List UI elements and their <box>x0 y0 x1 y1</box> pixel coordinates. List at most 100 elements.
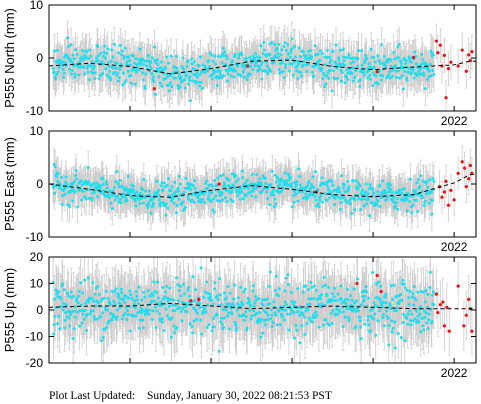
observed-point <box>306 62 310 66</box>
observed-point <box>304 54 308 58</box>
observed-point <box>313 53 317 57</box>
observed-point <box>142 62 146 66</box>
observed-point <box>137 58 141 62</box>
observed-point <box>62 71 66 75</box>
observed-point <box>75 53 79 57</box>
observed-point <box>84 55 88 59</box>
observed-point <box>210 77 214 81</box>
observed-point <box>259 44 263 48</box>
observed-point <box>181 56 185 60</box>
observed-point <box>330 64 334 68</box>
observed-point <box>169 54 173 58</box>
observed-point <box>109 78 113 82</box>
observed-point <box>225 54 229 58</box>
observed-point <box>430 51 434 55</box>
observed-point <box>258 56 262 60</box>
observed-point <box>391 74 395 78</box>
observed-point <box>201 63 205 67</box>
observed-point <box>296 77 300 81</box>
observed-point <box>96 44 100 48</box>
observed-point <box>194 81 198 85</box>
observed-point <box>152 80 156 84</box>
observed-point <box>340 70 344 74</box>
observed-point <box>121 71 125 75</box>
observed-point <box>384 65 388 69</box>
observed-point <box>404 61 408 65</box>
observed-point <box>366 76 370 80</box>
observed-point <box>200 86 204 90</box>
observed-point <box>347 55 351 59</box>
observed-point <box>280 48 284 52</box>
observed-point <box>137 68 141 72</box>
observed-point <box>68 67 72 71</box>
observed-point <box>308 48 312 52</box>
observed-point <box>342 59 346 63</box>
observed-point <box>151 75 155 79</box>
y-tick-label: -10 <box>26 104 44 118</box>
observed-point <box>299 74 303 78</box>
observed-point <box>73 75 77 79</box>
observed-point <box>292 60 296 64</box>
observed-point <box>403 69 407 73</box>
observed-point <box>70 72 74 76</box>
observed-point <box>203 64 207 68</box>
observed-point <box>328 55 332 59</box>
observed-point <box>288 62 292 66</box>
observed-point <box>337 58 341 62</box>
observed-point <box>312 65 316 69</box>
observed-point <box>332 69 336 73</box>
observed-point <box>206 69 210 73</box>
observed-point <box>150 72 154 76</box>
observed-point <box>310 70 314 74</box>
observed-point <box>108 70 112 74</box>
observed-point <box>284 48 288 52</box>
observed-point <box>74 48 78 52</box>
observed-point <box>54 77 58 81</box>
observed-point <box>301 50 305 54</box>
observed-point <box>369 77 373 81</box>
observed-point <box>220 76 224 80</box>
observed-point <box>364 54 368 58</box>
observed-point <box>117 76 121 80</box>
observed-point <box>105 51 109 55</box>
observed-point <box>165 55 169 59</box>
observed-point <box>248 72 252 76</box>
observed-point <box>325 48 329 52</box>
observed-point <box>129 81 133 85</box>
observed-point <box>163 65 167 69</box>
observed-point <box>432 72 436 76</box>
observed-point <box>105 73 109 77</box>
observed-point <box>345 68 349 72</box>
observed-point <box>396 45 400 49</box>
observed-point <box>232 67 236 71</box>
observed-point <box>334 43 338 47</box>
observed-point <box>380 43 384 47</box>
observed-point <box>83 72 87 76</box>
observed-point <box>90 60 94 64</box>
observed-point <box>85 66 89 70</box>
observed-point <box>224 68 228 72</box>
observed-point <box>376 54 380 58</box>
observed-point <box>347 53 351 57</box>
observed-point <box>69 58 73 62</box>
observed-point <box>196 75 200 79</box>
observed-point <box>156 62 160 66</box>
observed-point <box>246 74 250 78</box>
observed-point <box>123 46 127 50</box>
observed-point <box>338 64 342 68</box>
observed-point <box>234 69 238 73</box>
observed-point <box>411 68 415 72</box>
observed-point <box>223 50 227 54</box>
observed-point <box>241 65 245 69</box>
observed-point <box>287 69 291 73</box>
observed-point <box>356 64 360 68</box>
observed-point <box>281 60 285 64</box>
observed-point <box>170 85 174 89</box>
observed-point <box>127 55 131 59</box>
observed-point <box>283 66 287 70</box>
observed-point <box>262 48 266 52</box>
observed-point <box>116 79 120 83</box>
observed-point <box>97 77 101 81</box>
observed-point <box>423 87 427 91</box>
